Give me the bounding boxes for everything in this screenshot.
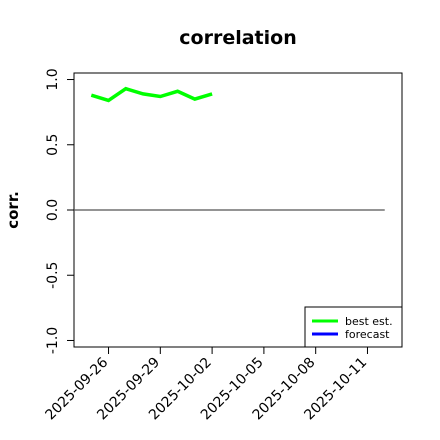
legend-label-forecast: forecast [345,328,390,341]
y-axis: -1.0 -0.5 0.0 0.5 1.0 [45,68,74,354]
y-tick-label: -1.0 [45,327,61,354]
series-layer [90,86,213,103]
legend-box [304,306,403,348]
legend-label-best-est: best est. [345,315,393,328]
y-tick-label: -0.5 [45,262,61,289]
chart-title: correlation [179,27,296,49]
y-tick-label: 0.5 [45,134,61,156]
y-tick-label: 1.0 [45,68,61,90]
y-axis-label: corr. [4,191,22,229]
x-axis: 2025-09-262025-09-292025-10-022025-10-05… [43,347,370,423]
series-line-best-est [90,86,213,103]
legend: best est. forecast [304,306,403,348]
y-tick-label: 0.0 [45,199,61,221]
